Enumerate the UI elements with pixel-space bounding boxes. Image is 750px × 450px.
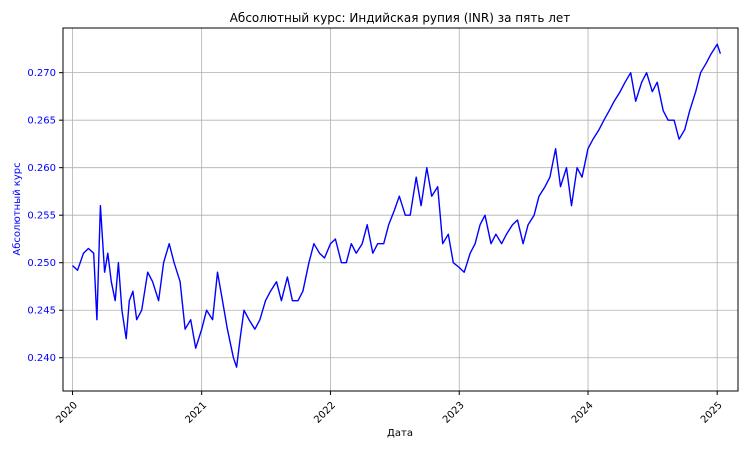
y-tick-label: 0.260 [27, 163, 56, 174]
series-line [72, 43, 722, 368]
y-tick-label: 0.270 [27, 68, 56, 79]
series-layer [72, 43, 722, 368]
y-tick-label: 0.255 [27, 211, 56, 222]
chart-title: Абсолютный курс: Индийская рупия (INR) з… [230, 11, 571, 25]
y-tick-label: 0.240 [27, 353, 56, 364]
y-tick-label: 0.265 [27, 116, 56, 127]
grid [63, 28, 738, 391]
y-tick-label: 0.245 [27, 306, 56, 317]
y-axis-ticks: 0.240 0.245 0.250 0.255 0.260 0.265 0.270 [27, 68, 63, 364]
y-axis-label: Абсолютный курс [12, 162, 23, 255]
y-tick-label: 0.250 [27, 258, 56, 269]
plot-frame [62, 27, 739, 392]
x-axis-label: Дата [387, 428, 413, 439]
